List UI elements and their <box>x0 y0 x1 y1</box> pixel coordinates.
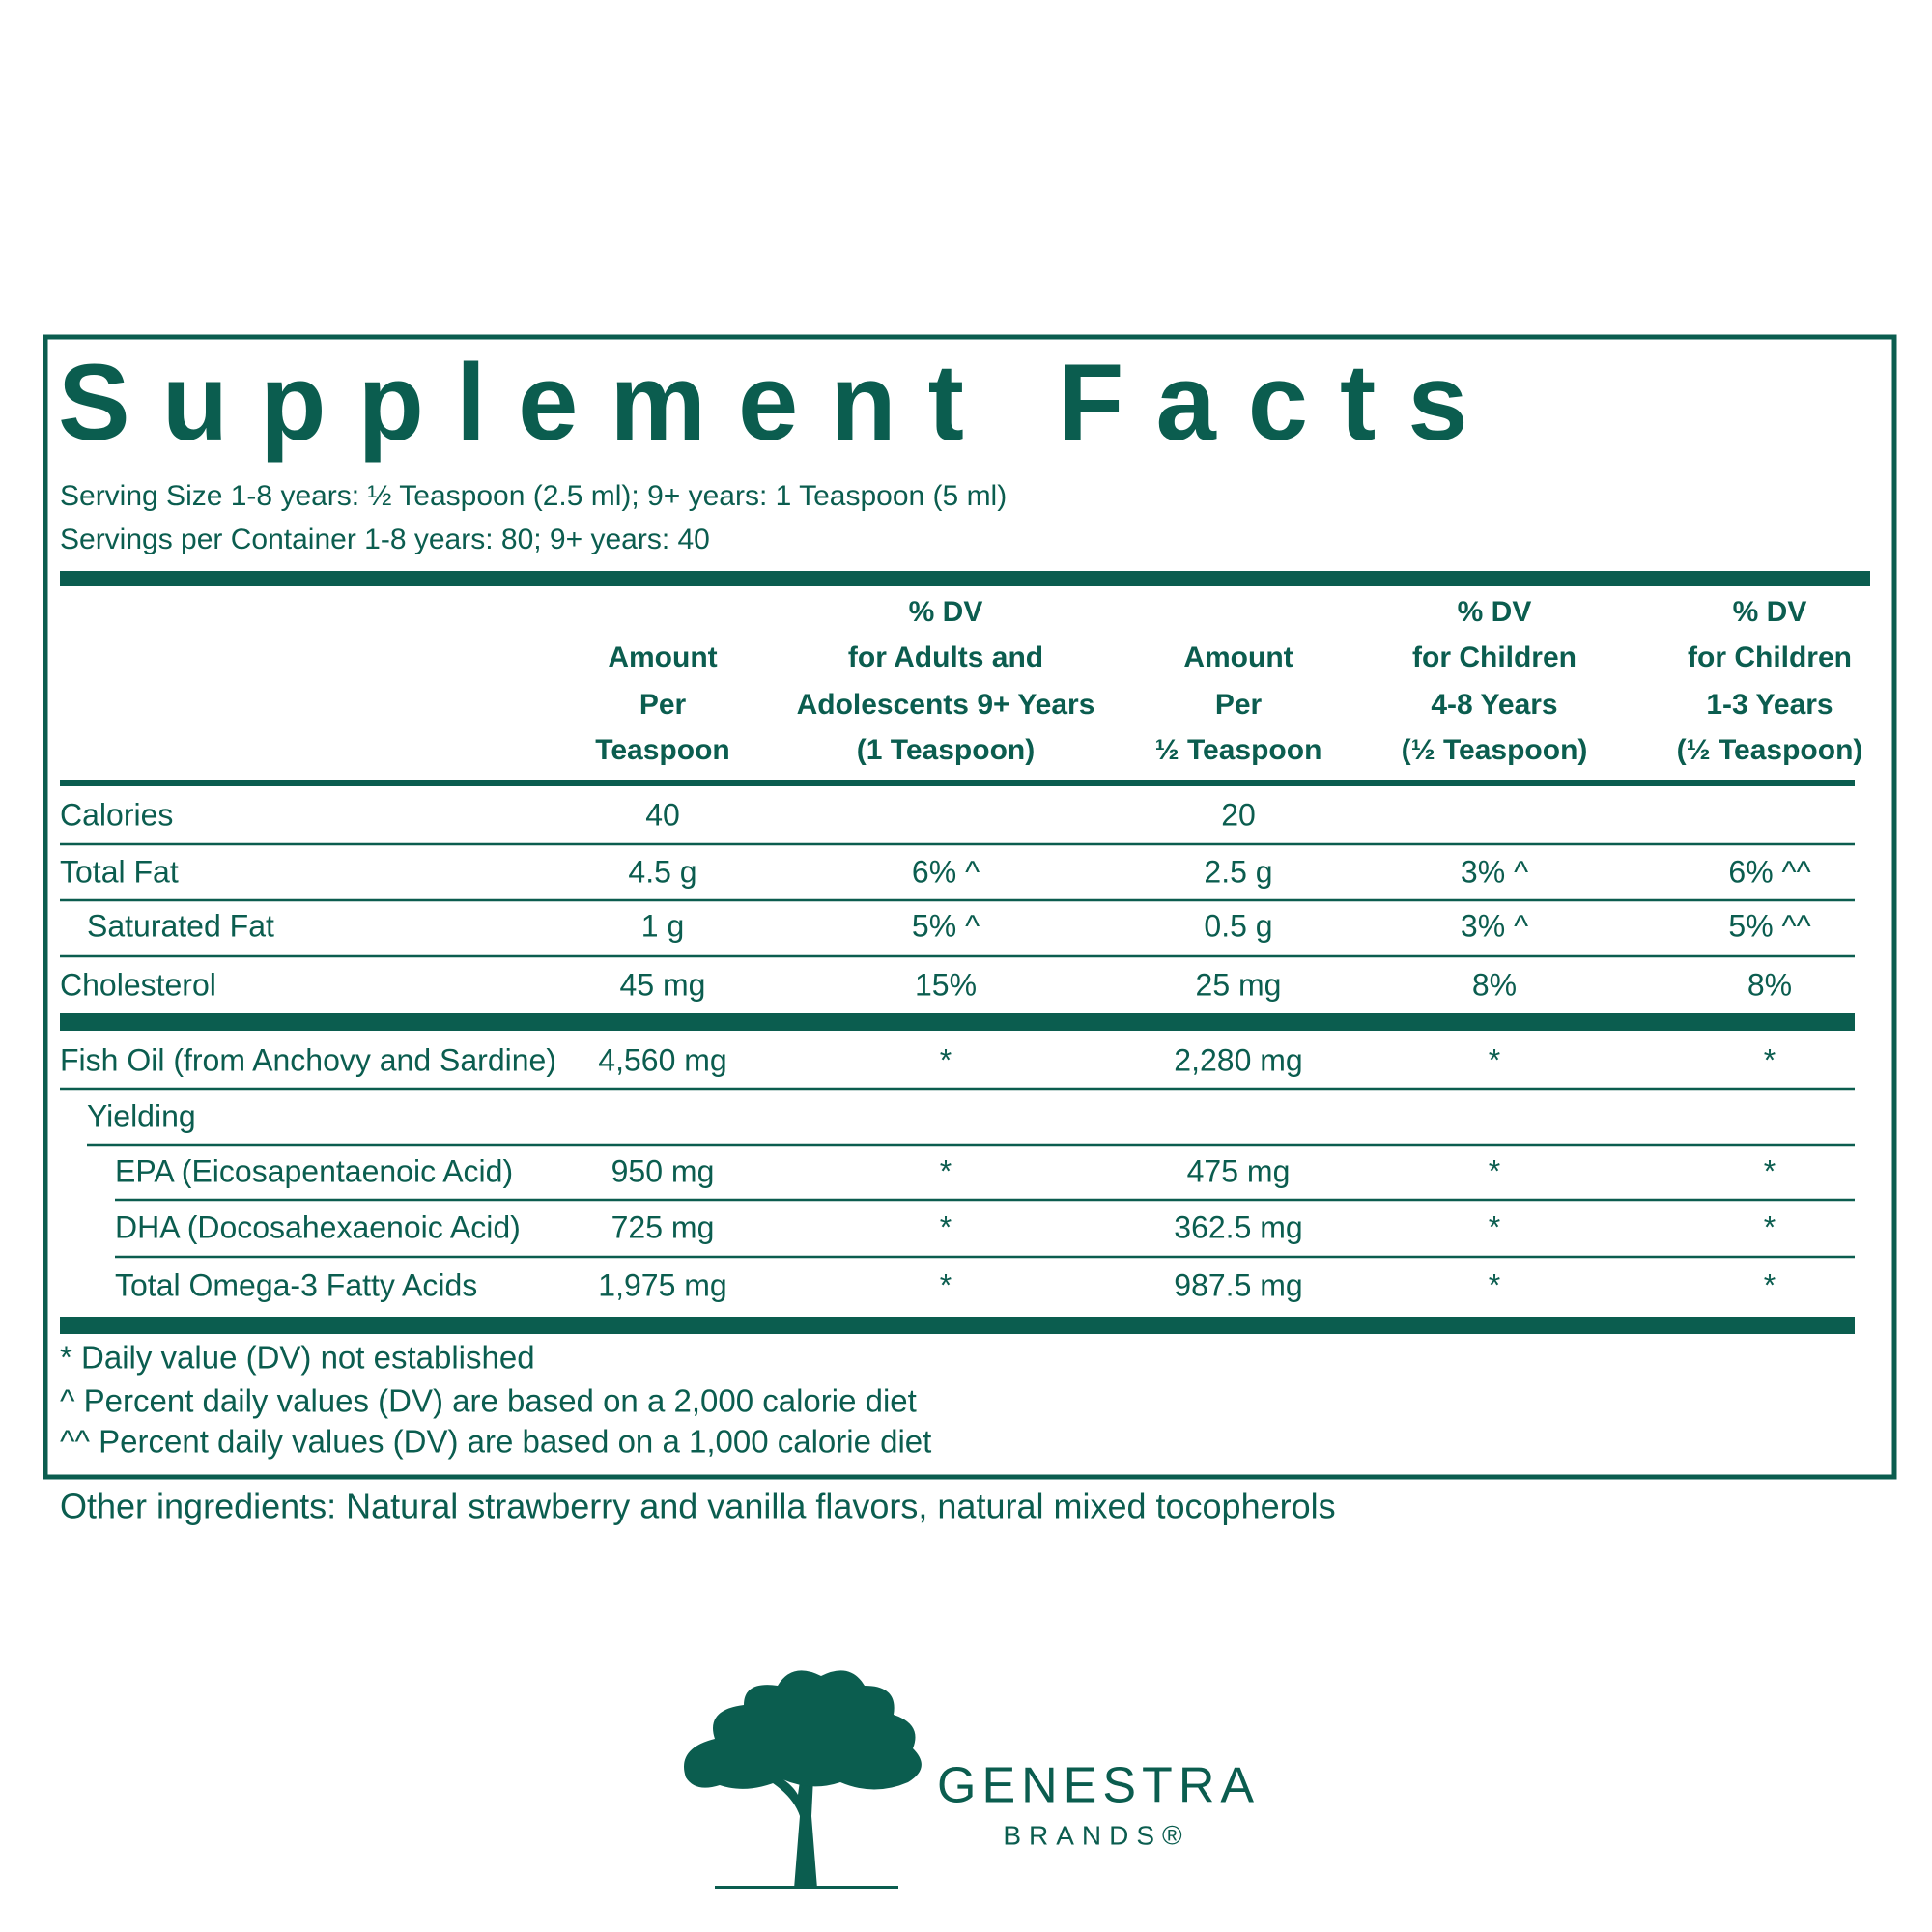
cell: 15% <box>915 967 977 1002</box>
column-header: Amount <box>1183 641 1293 673</box>
cell: * <box>940 1042 952 1077</box>
cell: * <box>1764 1153 1776 1188</box>
column-header: 4-8 Years <box>1431 689 1557 721</box>
column-header: ½ Teaspoon <box>1155 734 1322 766</box>
cell: * <box>1489 1153 1500 1188</box>
facts-box <box>43 334 1897 1480</box>
cell: 987.5 mg <box>1174 1267 1302 1302</box>
cell: 362.5 mg <box>1174 1209 1302 1244</box>
column-header: for Children <box>1412 641 1577 673</box>
cell: 5% ^ <box>912 908 980 943</box>
row-label: Saturated Fat <box>87 908 274 943</box>
cell: 4.5 g <box>628 854 696 889</box>
row-label: Cholesterol <box>60 967 216 1002</box>
cell: 1,975 mg <box>598 1267 726 1302</box>
footnote: * Daily value (DV) not established <box>60 1340 535 1376</box>
column-header: % DV <box>909 596 983 628</box>
cell: 2.5 g <box>1204 854 1272 889</box>
cell: 40 <box>645 797 680 832</box>
row-label: EPA (Eicosapentaenoic Acid) <box>115 1153 513 1188</box>
thick-rule <box>60 571 1870 586</box>
column-header: (½ Teaspoon) <box>1402 734 1588 766</box>
cell: * <box>1764 1267 1776 1302</box>
ground <box>715 1886 898 1889</box>
thick-rule <box>60 1013 1855 1031</box>
column-header: Per <box>1215 689 1263 721</box>
cell: * <box>940 1209 952 1244</box>
column-header: Amount <box>608 641 717 673</box>
logo <box>684 1670 922 1889</box>
cell: 25 mg <box>1196 967 1282 1002</box>
cell: 8% <box>1472 967 1517 1002</box>
column-header: for Adults and <box>848 641 1043 673</box>
other-ingredients: Other ingredients: Natural strawberry an… <box>60 1487 1336 1526</box>
cell: 950 mg <box>611 1153 715 1188</box>
column-header: (½ Teaspoon) <box>1677 734 1863 766</box>
row-label: Total Omega-3 Fatty Acids <box>115 1267 477 1302</box>
row-label: Fish Oil (from Anchovy and Sardine) <box>60 1042 556 1077</box>
cell: * <box>1489 1042 1500 1077</box>
cell: * <box>1764 1042 1776 1077</box>
title: Supplement Facts <box>58 342 1500 463</box>
cell: 3% ^ <box>1461 908 1528 943</box>
footnote: ^^ Percent daily values (DV) are based o… <box>60 1424 931 1460</box>
column-header: Per <box>639 689 687 721</box>
cell: * <box>940 1153 952 1188</box>
row-label: Total Fat <box>60 854 179 889</box>
cell: 20 <box>1221 797 1256 832</box>
cell: 0.5 g <box>1204 908 1272 943</box>
footnote: ^ Percent daily values (DV) are based on… <box>60 1383 917 1419</box>
cell: 475 mg <box>1187 1153 1291 1188</box>
brand-sub: BRANDS® <box>1003 1820 1189 1850</box>
cell: 6% ^^ <box>1728 854 1810 889</box>
column-header: Adolescents 9+ Years <box>797 689 1095 721</box>
tree-canopy <box>684 1670 922 1790</box>
column-header: (1 Teaspoon) <box>857 734 1035 766</box>
column-header: Teaspoon <box>595 734 729 766</box>
row-label: Calories <box>60 797 173 832</box>
serving-size: Serving Size 1-8 years: ½ Teaspoon (2.5 … <box>60 480 1007 512</box>
cell: 1 g <box>641 908 684 943</box>
thick-rule <box>60 1317 1855 1334</box>
brand-name: GENESTRA <box>937 1758 1260 1814</box>
cell: 3% ^ <box>1461 854 1528 889</box>
cell: 725 mg <box>611 1209 715 1244</box>
column-header: 1-3 Years <box>1706 689 1833 721</box>
cell: 5% ^^ <box>1728 908 1810 943</box>
cell: * <box>940 1267 952 1302</box>
cell: * <box>1489 1267 1500 1302</box>
column-header: % DV <box>1733 596 1807 628</box>
cell: * <box>1764 1209 1776 1244</box>
cell: 2,280 mg <box>1174 1042 1302 1077</box>
cell: 45 mg <box>620 967 706 1002</box>
column-header: % DV <box>1458 596 1532 628</box>
cell: 6% ^ <box>912 854 980 889</box>
cell: 4,560 mg <box>598 1042 726 1077</box>
servings-per-container: Servings per Container 1-8 years: 80; 9+… <box>60 524 710 555</box>
cell: * <box>1489 1209 1500 1244</box>
header-rule <box>60 780 1855 786</box>
row-label: DHA (Docosahexaenoic Acid) <box>115 1209 521 1244</box>
tree-trunk <box>744 1729 854 1889</box>
row-label: Yielding <box>87 1098 196 1133</box>
cell: 8% <box>1747 967 1792 1002</box>
column-header: for Children <box>1688 641 1852 673</box>
